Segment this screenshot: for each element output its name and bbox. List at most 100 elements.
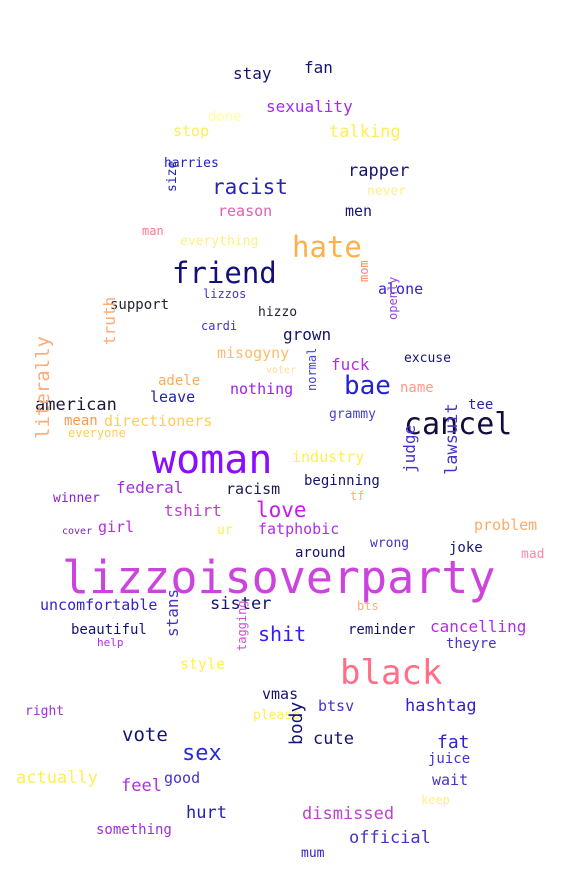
word: please: [253, 708, 300, 723]
word: btsv: [318, 697, 355, 715]
word: fatphobic: [258, 520, 340, 538]
word: girl: [98, 518, 135, 536]
word: cover: [62, 526, 93, 537]
word: mom: [357, 260, 371, 282]
word: around: [295, 545, 346, 561]
word: truth: [100, 296, 119, 345]
word: good: [164, 769, 201, 787]
word: everything: [180, 234, 259, 249]
word: wrong: [370, 536, 410, 551]
word: done: [208, 109, 242, 125]
word: talking: [329, 122, 401, 142]
word: help: [97, 636, 124, 649]
word: reason: [218, 202, 273, 220]
word: juice: [428, 751, 471, 767]
word: size: [165, 160, 180, 192]
word: american: [35, 395, 117, 415]
word: problem: [474, 516, 538, 534]
word: excuse: [404, 351, 451, 366]
word: literally: [32, 336, 54, 439]
word: actually: [16, 768, 98, 788]
word: right: [25, 704, 65, 719]
word: bts: [357, 599, 379, 613]
word: judge: [400, 424, 419, 473]
word: uncomfortable: [40, 596, 158, 614]
word: racism: [226, 480, 281, 498]
word: ur: [217, 523, 233, 538]
word: rapper: [348, 161, 410, 181]
word: cardi: [201, 319, 238, 333]
word: joke: [449, 540, 483, 556]
word: body: [286, 701, 307, 745]
word: wait: [432, 771, 469, 789]
word: vmas: [262, 685, 299, 703]
word: mad: [521, 547, 545, 562]
word: directioners: [104, 412, 213, 430]
word: hate: [292, 230, 362, 264]
word: something: [96, 822, 172, 838]
word: love: [256, 498, 307, 522]
word: normal: [305, 347, 319, 391]
word: style: [180, 655, 226, 673]
word: reminder: [348, 622, 416, 638]
word: tee: [468, 397, 494, 413]
word: hashtag: [405, 696, 477, 716]
word: cancel: [404, 407, 513, 442]
word: beginning: [304, 473, 380, 489]
word: mum: [301, 846, 325, 861]
word: dismissed: [302, 804, 395, 824]
word: support: [110, 297, 170, 313]
word: lizzoisoverparty: [62, 551, 496, 604]
word: hizzo: [258, 305, 298, 320]
word: racist: [212, 175, 288, 199]
word: sex: [182, 741, 222, 766]
word: hurt: [186, 803, 227, 823]
word: stans: [163, 588, 182, 637]
word: name: [400, 380, 434, 396]
word: lizzos: [203, 287, 247, 301]
word: cute: [313, 729, 354, 749]
word: fuck: [331, 355, 370, 374]
word: adele: [158, 373, 201, 389]
word: industry: [292, 448, 365, 466]
word: lawsuit: [442, 403, 462, 475]
word: mean: [64, 413, 98, 429]
word: harries: [164, 156, 219, 171]
word: tf: [350, 489, 365, 503]
word: voter: [266, 365, 297, 376]
word: grammy: [329, 407, 376, 422]
word: never: [367, 184, 407, 199]
word: tagging: [235, 600, 249, 651]
word: sister: [210, 594, 272, 614]
word: feel: [121, 776, 162, 796]
word: theyre: [446, 636, 497, 652]
word: official: [349, 828, 431, 848]
word: fan: [304, 58, 333, 77]
word: fat: [437, 732, 470, 753]
word: bae: [344, 371, 391, 401]
word: openly: [386, 276, 400, 320]
word: everyone: [68, 426, 126, 440]
word: sexuality: [266, 97, 353, 116]
word: man: [142, 224, 164, 238]
word: men: [345, 202, 373, 220]
word: stay: [233, 64, 272, 83]
word: beautiful: [71, 622, 147, 638]
word: tshirt: [164, 501, 222, 520]
word: woman: [152, 437, 273, 483]
word: grown: [283, 325, 332, 344]
word: black: [340, 653, 443, 693]
word: keep: [421, 793, 450, 807]
word: nothing: [230, 380, 294, 398]
word: vote: [122, 724, 168, 746]
word: cancelling: [430, 617, 527, 636]
word: alone: [378, 280, 424, 298]
word: winner: [53, 491, 100, 506]
word: shit: [258, 622, 307, 646]
word: leave: [150, 388, 196, 406]
word: stop: [173, 122, 210, 140]
word: misogyny: [217, 344, 290, 362]
word: federal: [116, 478, 184, 497]
word: friend: [172, 256, 277, 290]
